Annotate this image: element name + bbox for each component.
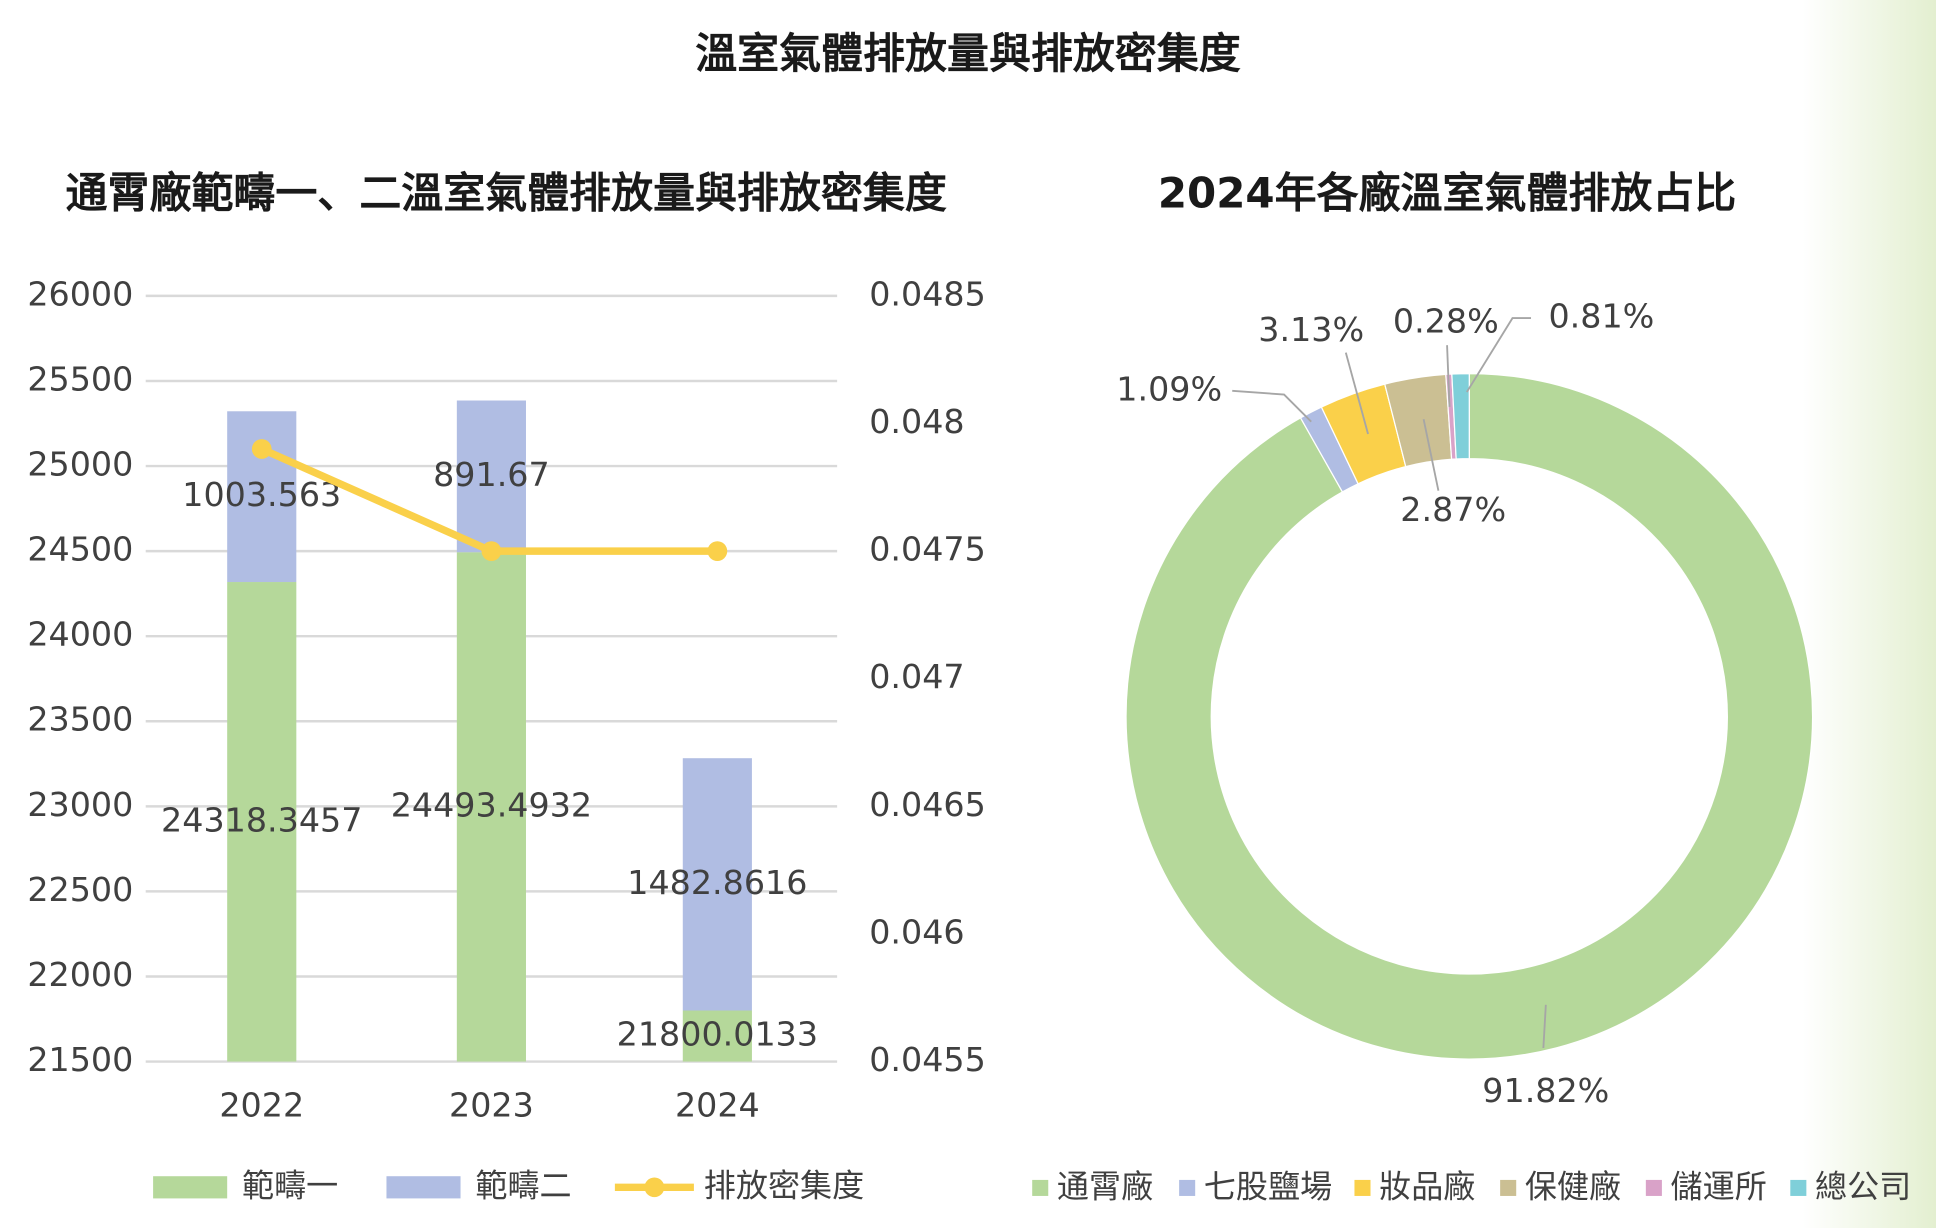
y-tick-label: 21500 <box>27 1040 133 1079</box>
y-tick-label: 22500 <box>27 870 133 909</box>
leader-line <box>1542 1004 1547 1049</box>
y2-tick-label: 0.047 <box>869 657 964 696</box>
y2-tick-label: 0.048 <box>869 402 964 441</box>
legend-label: 範疇二 <box>475 1166 571 1204</box>
data-label: 1.09% <box>1116 369 1222 408</box>
bar-segment <box>682 758 752 1011</box>
legend-swatch <box>386 1176 461 1199</box>
background <box>1802 0 1936 1228</box>
y-tick-label: 24000 <box>27 615 133 654</box>
donut-slice <box>1451 372 1470 460</box>
y2-tick-label: 0.046 <box>869 912 964 951</box>
y-tick-label: 23000 <box>27 785 133 824</box>
x-tick-label: 2022 <box>219 1086 304 1125</box>
leader-line <box>1446 345 1451 407</box>
bar-segment <box>227 582 297 1062</box>
leader-line <box>1422 419 1440 491</box>
legend-label: 總公司 <box>1815 1168 1911 1206</box>
data-label: 91.82% <box>1482 1071 1609 1110</box>
leader-line <box>1344 352 1369 435</box>
y-tick-label: 25000 <box>27 445 133 484</box>
y2-tick-label: 0.0485 <box>869 274 986 313</box>
chart-title: 通霄廠範疇一、二溫室氣體排放量與排放密集度 <box>66 169 947 218</box>
legend-swatch <box>1032 1179 1049 1196</box>
legend-swatch <box>1500 1179 1517 1196</box>
legend-swatch <box>1645 1179 1662 1196</box>
legend-swatch <box>1790 1179 1807 1196</box>
data-label: 24493.4932 <box>391 785 592 824</box>
y2-tick-label: 0.0465 <box>869 785 986 824</box>
donut-slice <box>1125 372 1814 1060</box>
chart-title: 2024年各廠溫室氣體排放占比 <box>1158 169 1736 218</box>
page-title: 溫室氣體排放量與排放密集度 <box>695 29 1241 78</box>
bar-segment <box>682 1010 752 1062</box>
bar-segment <box>456 552 526 1062</box>
legend-swatch <box>153 1176 228 1199</box>
legend-swatch <box>1179 1179 1196 1196</box>
y-tick-label: 24500 <box>27 530 133 569</box>
data-label: 0.28% <box>1393 302 1499 341</box>
y-tick-label: 22000 <box>27 955 133 994</box>
legend-label: 儲運所 <box>1671 1168 1767 1206</box>
y2-tick-label: 0.0455 <box>869 1040 986 1079</box>
data-label: 24318.3457 <box>161 800 362 839</box>
y-tick-label: 26000 <box>27 274 133 313</box>
leader-line <box>1232 389 1312 423</box>
line-marker <box>707 541 728 561</box>
y2-tick-label: 0.0475 <box>869 530 986 569</box>
leader-line <box>1466 317 1532 393</box>
legend-label: 妝品廠 <box>1379 1168 1475 1206</box>
data-label: 3.13% <box>1258 310 1364 349</box>
data-label: 21800.0133 <box>617 1015 818 1054</box>
x-tick-label: 2024 <box>675 1086 760 1125</box>
legend-label: 排放密集度 <box>704 1166 864 1204</box>
legend-label: 通霄廠 <box>1057 1168 1153 1206</box>
data-label: 1482.8616 <box>627 863 807 902</box>
data-label: 2.87% <box>1400 490 1506 529</box>
legend-label: 七股鹽場 <box>1204 1168 1332 1206</box>
x-tick-label: 2023 <box>449 1086 534 1125</box>
y-tick-label: 25500 <box>27 359 133 398</box>
data-label: 0.81% <box>1548 297 1654 336</box>
bar-segment <box>456 400 526 553</box>
legend-swatch <box>1354 1179 1371 1196</box>
line-marker <box>481 541 502 561</box>
legend-label: 範疇一 <box>242 1166 338 1204</box>
legend-swatch <box>644 1177 665 1198</box>
data-label: 1003.563 <box>182 475 341 514</box>
legend-label: 保健廠 <box>1525 1168 1621 1206</box>
line-marker <box>251 439 272 459</box>
y-tick-label: 23500 <box>27 700 133 739</box>
data-label: 891.67 <box>433 455 550 494</box>
